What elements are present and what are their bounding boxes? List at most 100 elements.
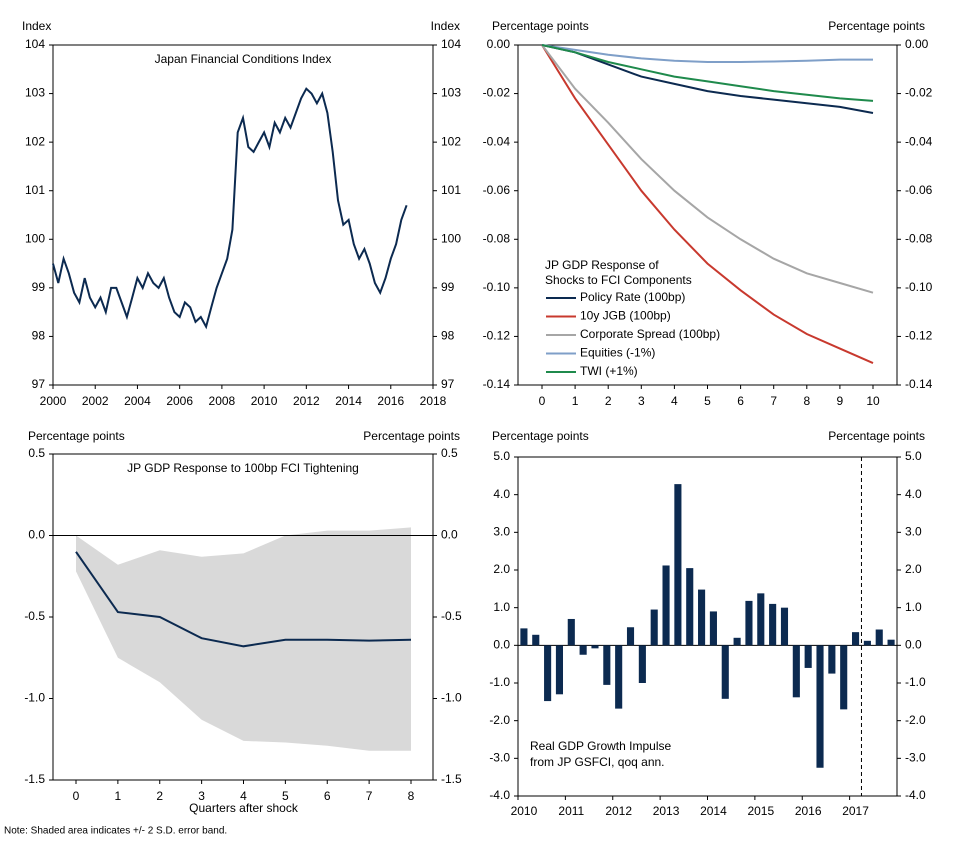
x-tick-label: 10 xyxy=(866,394,880,408)
bar xyxy=(769,603,777,646)
x-tick-label: 5 xyxy=(704,394,711,408)
x-tick-label: 2014 xyxy=(700,804,727,818)
legend-label: 10y JGB (100bp) xyxy=(580,309,671,323)
y2-tick-label: -0.10 xyxy=(905,280,933,294)
y-tick-label: -0.12 xyxy=(483,329,511,343)
x-tick-label: 4 xyxy=(240,789,247,803)
y2-tick-label: 99 xyxy=(441,280,455,294)
y2-tick-label: 1.0 xyxy=(905,600,922,614)
y2-tick-label: 0.0 xyxy=(441,528,458,542)
x-tick-label: 1 xyxy=(115,789,122,803)
y2-tick-label: 102 xyxy=(441,134,461,148)
plot-frame xyxy=(52,44,434,386)
line xyxy=(541,44,874,365)
y-tick-label: -0.04 xyxy=(483,134,511,148)
y2-tick-label: -0.06 xyxy=(905,183,933,197)
x-tick-label: 2017 xyxy=(842,804,869,818)
y2-tick-label: -0.14 xyxy=(905,377,933,391)
x-tick-label: 2015 xyxy=(747,804,774,818)
bar xyxy=(674,484,682,646)
bar xyxy=(603,645,611,685)
y2-tick-label: 103 xyxy=(441,86,461,100)
line xyxy=(52,87,408,330)
annotation: Real GDP Growth Impulse xyxy=(530,739,671,753)
legend-label: Corporate Spread (100bp) xyxy=(580,327,720,341)
y-axis-label: Percentage points xyxy=(492,429,589,443)
line xyxy=(541,44,874,114)
y2-axis-label: Percentage points xyxy=(828,19,925,33)
y2-tick-label: 4.0 xyxy=(905,487,922,501)
y-tick-label: -4.0 xyxy=(489,788,510,802)
y-tick-label: 5.0 xyxy=(493,449,510,463)
bar xyxy=(520,628,528,646)
x-tick-label: 2012 xyxy=(293,394,320,408)
annotation: from JP GSFCI, qoq ann. xyxy=(530,755,665,769)
y-tick-label: 98 xyxy=(32,329,46,343)
x-tick-label: 2014 xyxy=(335,394,362,408)
y-tick-label: -1.0 xyxy=(489,675,510,689)
y-tick-label: 4.0 xyxy=(493,487,510,501)
y2-tick-label: -0.04 xyxy=(905,134,933,148)
y-tick-label: 100 xyxy=(25,231,45,245)
x-tick-label: 2013 xyxy=(653,804,680,818)
y2-tick-label: 3.0 xyxy=(905,525,922,539)
y-tick-label: 0.0 xyxy=(28,528,45,542)
y-tick-label: 102 xyxy=(25,134,45,148)
y-tick-label: 104 xyxy=(25,37,45,51)
x-tick-label: 7 xyxy=(366,789,373,803)
x-tick-label: 8 xyxy=(803,394,810,408)
bar xyxy=(567,618,575,646)
legend-title: Shocks to FCI Components xyxy=(545,273,692,287)
x-tick-label: 6 xyxy=(737,394,744,408)
x-tick-label: 0 xyxy=(73,789,80,803)
y-tick-label: 0.00 xyxy=(487,37,511,51)
y-tick-label: 0.5 xyxy=(28,446,45,460)
bar xyxy=(828,645,836,674)
x-tick-label: 2011 xyxy=(558,804,584,818)
y2-tick-label: -4.0 xyxy=(905,788,926,802)
bar xyxy=(780,607,789,646)
bar xyxy=(698,589,706,646)
bar xyxy=(804,645,812,668)
bar xyxy=(686,568,694,646)
y2-tick-label: 104 xyxy=(441,37,461,51)
y2-tick-label: 100 xyxy=(441,231,461,245)
x-tick-label: 2012 xyxy=(605,804,632,818)
bar xyxy=(816,645,824,768)
x-tick-label: 2004 xyxy=(124,394,151,408)
y-tick-label: 97 xyxy=(32,377,46,391)
y-axis-label: Percentage points xyxy=(28,429,125,443)
bar xyxy=(662,565,670,646)
bar xyxy=(650,609,658,646)
y2-tick-label: 0.00 xyxy=(905,37,929,51)
legend-label: TWI (+1%) xyxy=(580,364,638,378)
x-tick-label: 2010 xyxy=(511,804,538,818)
bar xyxy=(863,640,871,646)
x-tick-label: 3 xyxy=(198,789,205,803)
y-tick-label: 3.0 xyxy=(493,525,510,539)
line xyxy=(541,44,874,294)
y2-tick-label: 0.5 xyxy=(441,446,458,460)
x-tick-label: 2016 xyxy=(377,394,404,408)
chart-title: JP GDP Response to 100bp FCI Tightening xyxy=(127,461,359,475)
y2-tick-label: -0.08 xyxy=(905,231,933,245)
x-axis-label: Quarters after shock xyxy=(189,801,299,815)
error-band xyxy=(76,527,411,751)
x-tick-label: 2018 xyxy=(420,394,447,408)
y2-tick-label: -0.12 xyxy=(905,329,933,343)
legend-title: JP GDP Response of xyxy=(545,258,659,272)
bar xyxy=(733,637,741,646)
bar xyxy=(615,645,623,709)
bar xyxy=(709,611,717,646)
y2-tick-label: 97 xyxy=(441,377,455,391)
x-tick-label: 2016 xyxy=(795,804,822,818)
y-tick-label: -0.10 xyxy=(483,280,511,294)
bar xyxy=(591,645,599,649)
y2-tick-label: -1.0 xyxy=(905,675,926,689)
x-tick-label: 5 xyxy=(282,789,289,803)
x-tick-label: 1 xyxy=(572,394,579,408)
x-tick-label: 8 xyxy=(408,789,415,803)
y-tick-label: -0.02 xyxy=(483,86,511,100)
line xyxy=(75,551,412,648)
